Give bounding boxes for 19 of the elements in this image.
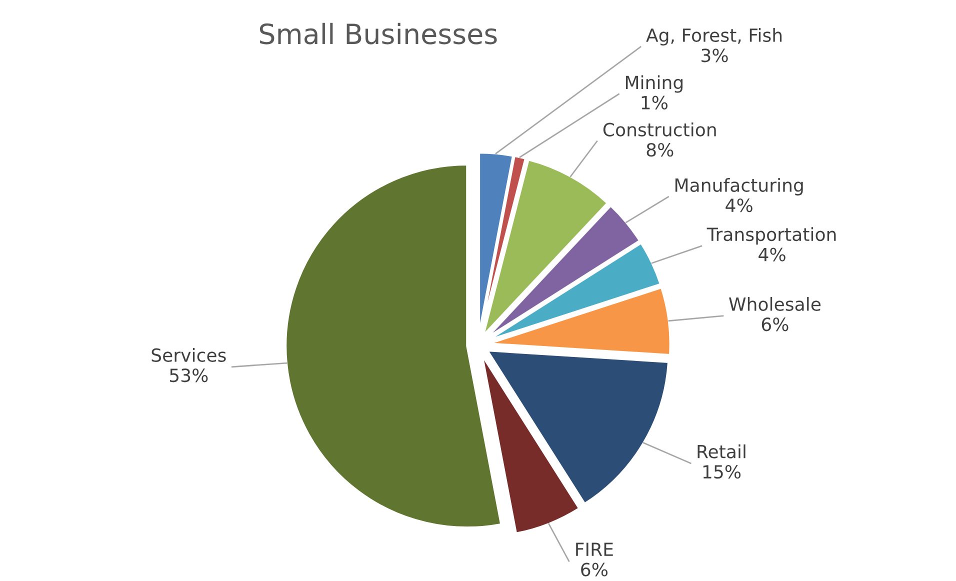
- data-label: 4%: [726, 198, 752, 212]
- data-label: 15%: [703, 464, 741, 479]
- data-label: 6%: [581, 562, 608, 576]
- slice-label: Ag, Forest, Fish: [646, 28, 782, 46]
- data-label: 6%: [762, 318, 788, 332]
- data-label: 3%: [702, 48, 728, 62]
- slice-label: FIRE: [576, 542, 613, 556]
- slice-label: Wholesale: [729, 296, 821, 311]
- slice-label: Services: [152, 348, 226, 362]
- slice-label: Mining: [626, 75, 683, 93]
- data-label: 4%: [758, 248, 786, 262]
- data-label: 1%: [642, 96, 668, 110]
- data-label: 53%: [170, 368, 208, 382]
- slice-label: Manufacturing: [675, 178, 803, 196]
- data-label: 8%: [646, 143, 674, 157]
- chart-title: Small Businesses: [260, 22, 497, 44]
- slice-label: Retail: [698, 444, 746, 458]
- slice-label: Construction: [603, 122, 716, 136]
- slice-label: Transportation: [706, 227, 836, 245]
